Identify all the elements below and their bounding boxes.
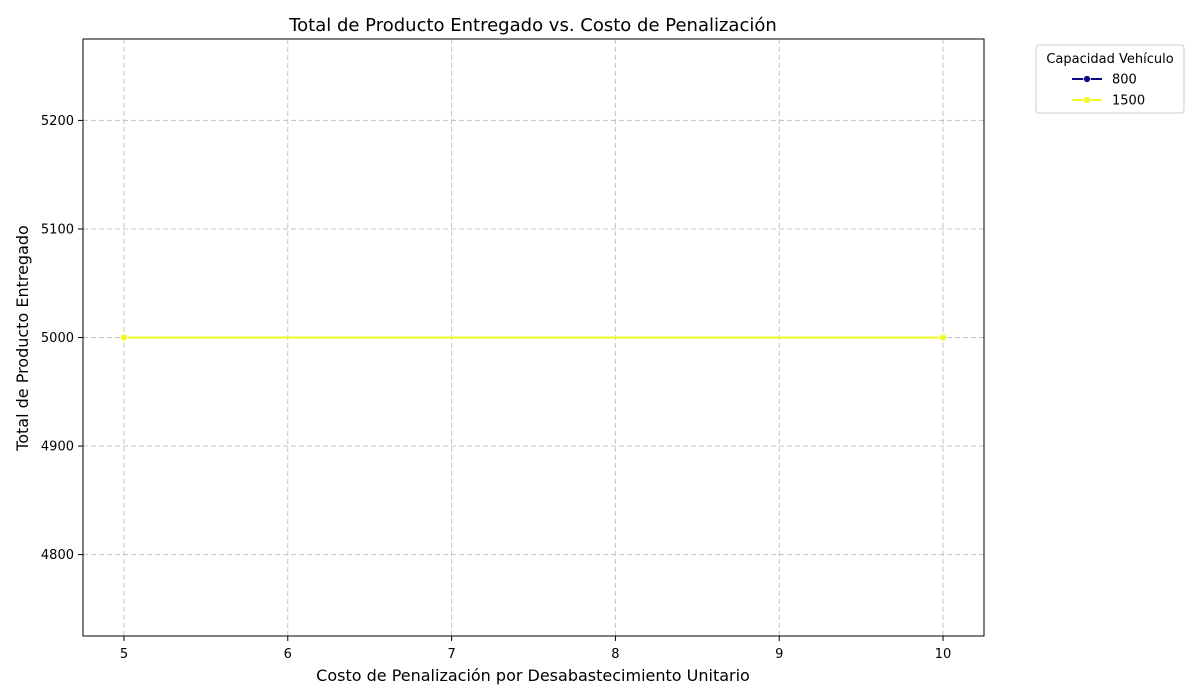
x-tick-label: 9 [775,647,783,662]
legend-marker-1500 [1083,96,1091,104]
y-axis-label: Total de Producto Entregado [13,225,32,452]
series-layer [120,333,947,342]
y-tick-label: 5100 [41,222,74,237]
y-tick-label: 4900 [41,440,74,455]
legend-marker-800 [1083,75,1091,83]
y-tick-label: 4800 [41,548,74,563]
x-tick-label: 5 [120,647,128,662]
x-tick-label: 8 [611,647,619,662]
x-tick-label: 7 [447,647,455,662]
x-tick-label: 6 [284,647,292,662]
legend-title: Capacidad Vehículo [1046,52,1173,67]
y-tick-label: 5200 [41,114,74,129]
chart-title: Total de Producto Entregado vs. Costo de… [288,15,777,36]
series-point-1500 [939,333,947,342]
legend: Capacidad Vehículo 800 1500 [1035,44,1185,114]
series-point-1500 [120,333,128,342]
legend-entries: 800 1500 [1072,73,1145,109]
y-tick-label: 5000 [41,331,74,346]
x-axis-label: Costo de Penalización por Desabastecimie… [316,666,750,685]
legend-entry-label: 1500 [1112,94,1145,109]
legend-box [1035,44,1185,114]
legend-entry-label: 800 [1112,73,1137,88]
x-tick-label: 10 [935,647,952,662]
axis-ticks: 5 6 7 8 9 10 4800 4900 5000 5100 5200 [41,114,951,662]
